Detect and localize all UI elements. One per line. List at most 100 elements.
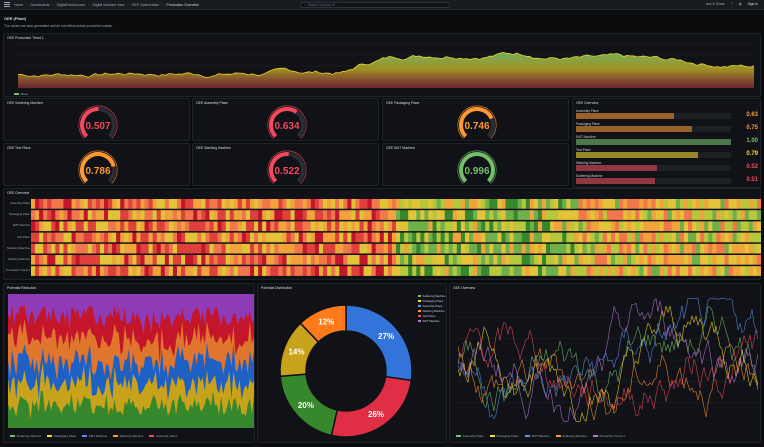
heatmap-cell [120,266,125,276]
heatmap-cell [562,221,567,232]
heatmap-cell [708,266,713,276]
breadcrumb-dashboards[interactable]: Dashboards [30,2,50,7]
heatmap-cell [306,199,312,209]
heatmap-cell [554,199,559,209]
legend-item[interactable]: Mean [14,92,28,96]
heatmap-cell [168,266,174,276]
heatmap-panel[interactable]: OEE Overview Assembly Place Packaging Pla… [3,188,761,280]
heatmap-cell [124,221,129,232]
heatmap-cell [537,243,543,254]
help-icon[interactable]: ? [730,2,733,6]
heatmap-cell [160,221,166,232]
heatmap-cell [367,221,372,232]
heatmap-cell [635,266,640,276]
heatmap-cell [229,243,235,254]
heatmap-cell [177,255,182,265]
heatmap-cell [132,243,137,254]
heatmap-cell [314,221,320,232]
line-panel[interactable]: OEE Overview Assembly Place Packaging Pla… [449,283,761,443]
heatmap-cell [286,266,291,276]
heatmap-cell [355,266,360,276]
legend-item[interactable]: Assembly Place [418,304,446,308]
heatmap-cell [732,221,737,232]
heatmap-cell [181,199,186,209]
overview-bars-panel[interactable]: OEE Overview Assembly Place 0.63 Packaging… [572,98,761,188]
heatmap-cell [310,266,316,276]
heatmap-cell [444,232,450,243]
heatmap-cell [708,255,713,265]
heatmap-cell [229,232,235,243]
legend-item[interactable]: Soldering Machine [555,434,587,438]
area-panel[interactable]: Potential Reduction Soldering Machine Pac… [3,283,255,443]
heatmap-row-label: Packaging Place [9,212,30,217]
heatmap-cell [420,255,425,265]
heatmap-cell [489,232,494,243]
search-input[interactable]: ⌕ Search or jump to... [300,2,450,8]
breadcrumb-folder[interactable]: DigitalFactory.com [56,2,86,7]
heatmap-cell [278,210,283,220]
heatmap-cell [95,210,101,220]
heatmap-cell [347,210,352,220]
legend-item[interactable]: Soldering Machine [10,434,41,438]
heatmap-cell [104,210,109,220]
heatmap-cell [477,232,482,243]
trend-panel[interactable]: OEE Production Trend 1 Mean [3,33,761,97]
legend-item[interactable]: SMT Machine [82,434,107,438]
heatmap-cell [586,232,591,243]
legend-item[interactable]: Packaging Place [489,434,519,438]
heatmap-cell [201,210,206,220]
menu-icon[interactable] [4,2,10,7]
heatmap-cell [387,266,393,276]
heatmap-cell [375,266,381,276]
legend-item[interactable]: Test Place [418,314,446,318]
heatmap-cell [359,199,364,209]
gauge-panel[interactable]: OEE Packaging Place 0.746 [382,98,569,141]
heatmap-cell [570,255,575,265]
legend-item[interactable]: Packaging Place [418,299,446,303]
heatmap-cell [606,255,612,265]
legend-item[interactable]: Washing Machine [418,309,446,313]
legend-item[interactable]: SMT Machine [524,434,550,438]
breadcrumb-section[interactable]: OEE Optimization [131,2,160,7]
gauge-panel[interactable]: OEE Soldering Machine 0.507 [3,98,190,141]
legend-item[interactable]: Soldering Machine [418,294,446,298]
heatmap-cell [688,255,693,265]
legend-item[interactable]: Assembly Place [456,434,484,438]
heatmap-cell [610,232,616,243]
heatmap-cell [290,266,295,276]
gauge-panel[interactable]: OEE Test Place 0.786 [3,143,190,186]
donut-panel[interactable]: Potential Distribution 27% 26% 20% 14% 12% S… [257,283,447,443]
heatmap-cell [233,266,239,276]
heatmap-cell [696,243,701,254]
heatmap-cell [140,243,145,254]
heatmap-cell [610,266,616,276]
heatmap-cell [396,243,401,254]
heatmap-cell [671,210,677,220]
gauge-panel[interactable]: OEE SMT Machine 0.996 [382,143,569,186]
legend-item[interactable]: Production Trend 1 [593,434,625,438]
heatmap-cell [335,199,340,209]
news-icon[interactable]: ◉ [738,2,742,6]
heatmap-cell [635,255,640,265]
heatmap-cell [712,232,717,243]
legend-item[interactable]: SMT Machine [418,319,446,323]
bar-label: Washing Machine [576,161,602,165]
legend-item[interactable]: Packaging Place [47,434,76,438]
gauge-panel[interactable]: OEE Assembly Place 0.634 [192,98,379,141]
heatmap-cell [635,232,640,243]
legend-item[interactable]: Assembly Place [149,434,177,438]
help-button[interactable]: Ask & Share [705,2,725,6]
heatmap-cell [266,255,271,265]
heatmap-cell [570,221,575,232]
breadcrumb-home[interactable]: Home [14,2,24,7]
heatmap-cell [635,210,640,220]
legend-item[interactable]: Washing Machine [113,434,143,438]
heatmap-cell [164,255,170,265]
heatmap-cell [233,210,239,220]
heatmap-cell [87,243,93,254]
breadcrumb-subfolder[interactable]: Digital machine view [92,2,125,7]
gauge-panel[interactable]: OEE Washing Machine 0.522 [192,143,379,186]
heatmap-cell [586,199,591,209]
legend-label: Assembly Place [462,434,484,438]
sign-in-button[interactable]: Sign in [747,2,758,6]
